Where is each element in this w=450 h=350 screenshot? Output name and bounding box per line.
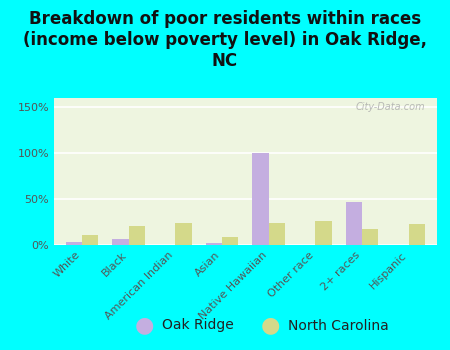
Bar xyxy=(362,229,378,245)
Text: North Carolina: North Carolina xyxy=(288,318,389,332)
Text: Breakdown of poor residents within races
(income below poverty level) in Oak Rid: Breakdown of poor residents within races… xyxy=(23,10,427,70)
Bar xyxy=(176,223,192,245)
Bar xyxy=(112,239,129,245)
Bar xyxy=(82,235,98,245)
Bar xyxy=(129,226,145,245)
Bar xyxy=(315,221,332,245)
Text: City-Data.com: City-Data.com xyxy=(356,103,425,112)
Bar xyxy=(409,224,425,245)
Bar xyxy=(269,223,285,245)
Bar xyxy=(346,202,362,245)
Bar xyxy=(252,153,269,245)
Bar xyxy=(222,237,238,245)
Text: ●: ● xyxy=(260,315,280,336)
Text: Oak Ridge: Oak Ridge xyxy=(162,318,234,332)
Bar xyxy=(66,242,82,245)
Bar xyxy=(206,243,222,245)
Text: ●: ● xyxy=(134,315,154,336)
